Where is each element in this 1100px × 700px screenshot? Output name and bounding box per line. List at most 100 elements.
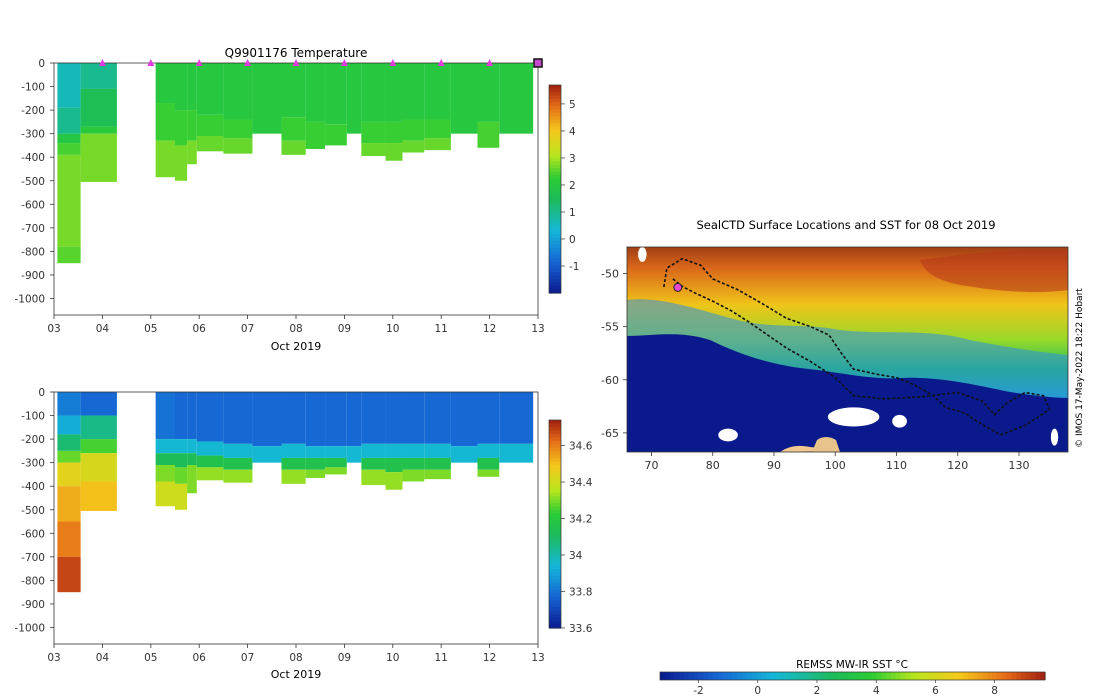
- imos-credit: © IMOS 17-May-2022 18:22 Hobart: [1075, 288, 1085, 448]
- salinity-profile-cells: [57, 392, 534, 593]
- sst-colorbar-segment: [977, 672, 984, 680]
- colorbar-segment: [549, 572, 561, 577]
- temperature-profile-cell: [187, 63, 197, 111]
- salinity-y-axis: 0 -100 -200 -300 -400 -500 -600 -700 -800 -900 -10…: [14, 387, 54, 635]
- temperature-profile-cell: [477, 63, 500, 122]
- salinity-profile-cell: [57, 434, 81, 451]
- colorbar-segment: [549, 175, 561, 180]
- y-tick-label: -300: [21, 129, 45, 141]
- salinity-colorbar: 34.6 34.4 34.2 34 33.8 33.6: [548, 419, 593, 635]
- colorbar-segment: [549, 164, 561, 169]
- salinity-profile-cell: [187, 392, 197, 440]
- sst-colorbar-segment: [871, 672, 878, 680]
- x-tick-label: 11: [435, 652, 448, 664]
- sst-colorbar-segment: [895, 672, 902, 680]
- colorbar-tick-label: 34.6: [569, 441, 593, 453]
- longitude-tick-label: 130: [1009, 459, 1030, 472]
- colorbar-segment: [549, 154, 561, 159]
- salinity-profile-cell: [57, 462, 81, 487]
- colorbar-segment: [549, 489, 561, 494]
- sst-warm-region: [920, 249, 1068, 293]
- salinity-profile-cell: [385, 443, 403, 458]
- salinity-profile-cell: [80, 439, 117, 454]
- temperature-y-axis: 0 -100 -200 -300 -400 -500 -600 -700 -800 -900 -10…: [14, 58, 54, 306]
- surfacing-marker: [437, 59, 445, 66]
- colorbar-segment: [549, 534, 561, 539]
- y-tick-label: -900: [21, 599, 45, 611]
- colorbar-segment: [549, 465, 561, 470]
- sst-colorbar-segment: [809, 672, 815, 680]
- colorbar-segment: [549, 105, 561, 110]
- sst-colorbar-segment: [972, 672, 979, 680]
- x-tick-label: 13: [531, 652, 544, 664]
- colorbar-segment: [549, 109, 561, 114]
- salinity-profile-cell: [187, 439, 197, 454]
- salinity-profile-cell: [187, 465, 197, 494]
- y-tick-label: -200: [21, 105, 45, 117]
- colorbar-segment: [549, 499, 561, 504]
- colorbar-segment: [549, 506, 561, 511]
- seal-track: [663, 257, 1051, 436]
- salinity-profile-cell: [155, 453, 175, 466]
- sst-colorbar-segment: [737, 672, 743, 680]
- temperature-profile-cell: [305, 121, 326, 149]
- salinity-profile-cell: [155, 439, 175, 454]
- sst-colorbar-segment: [1020, 672, 1027, 680]
- salinity-profile-cell: [223, 443, 253, 458]
- y-tick-label: -800: [21, 575, 45, 587]
- temperature-profile-cell: [196, 63, 224, 115]
- colorbar-segment: [549, 475, 561, 480]
- colorbar-segment: [549, 454, 561, 459]
- sst-colorbar-segment: [910, 672, 916, 680]
- salinity-profile-cell: [499, 443, 534, 463]
- salinity-profile-cell: [361, 469, 386, 486]
- sst-colorbar-segment: [876, 672, 882, 680]
- temperature-profile-cell: [80, 63, 117, 89]
- temperature-profile-cell: [305, 63, 326, 122]
- surfacing-markers: [98, 58, 543, 68]
- colorbar-segment: [549, 520, 561, 525]
- colorbar-segment: [549, 195, 561, 200]
- colorbar-segment: [549, 426, 561, 431]
- sst-colorbar-segment: [992, 672, 998, 680]
- colorbar-segment: [549, 95, 561, 100]
- colorbar-segment: [549, 241, 561, 246]
- temperature-profile-cell: [155, 103, 175, 141]
- temperature-profile-cell: [187, 140, 197, 165]
- salinity-profile-cell: [402, 443, 425, 458]
- sst-colorbar-segment: [915, 672, 921, 680]
- sst-colorbar-segment: [862, 672, 868, 680]
- temperature-profile-cell: [57, 63, 81, 108]
- sst-colorbar-segment: [698, 672, 704, 680]
- salinity-profile-cell: [252, 446, 282, 463]
- salinity-profile-cell: [424, 469, 451, 480]
- sst-colorbar-segment: [891, 672, 897, 680]
- salinity-profile-cell: [346, 392, 362, 447]
- sst-colorbar-segment: [1040, 672, 1046, 680]
- sst-colorbar-segment: [712, 672, 719, 680]
- temperature-profile-cell: [187, 110, 197, 141]
- salinity-x-axis: 03 04 05 06 07 08 09 10 11 12 13: [47, 644, 545, 664]
- salinity-profile-cell: [57, 521, 81, 557]
- temperature-profile-cell: [223, 63, 253, 120]
- colorbar-segment: [549, 603, 561, 608]
- colorbar-segment: [549, 206, 561, 211]
- sst-colorbar-segment: [996, 672, 1003, 680]
- colorbar-segment: [549, 161, 561, 166]
- salinity-profile-cell: [281, 392, 306, 444]
- x-tick-label: 03: [47, 323, 60, 335]
- salinity-profile-cell: [57, 486, 81, 522]
- y-tick-label: -500: [21, 505, 45, 517]
- sst-colorbar-segment: [814, 672, 820, 680]
- temperature-x-axis-label: Oct 2019: [271, 340, 322, 353]
- surfacing-marker: [98, 59, 106, 66]
- colorbar-segment: [549, 237, 561, 242]
- colorbar-segment: [549, 185, 561, 190]
- colorbar-tick-label: 2: [569, 180, 576, 192]
- sst-colorbar-segment: [664, 672, 671, 680]
- sst-colorbar-segment: [751, 672, 757, 680]
- salinity-profile-cell: [175, 453, 188, 468]
- sst-colorbar-segment: [963, 672, 969, 680]
- colorbar-segment: [549, 451, 561, 456]
- sst-colorbar-segment: [1030, 672, 1036, 680]
